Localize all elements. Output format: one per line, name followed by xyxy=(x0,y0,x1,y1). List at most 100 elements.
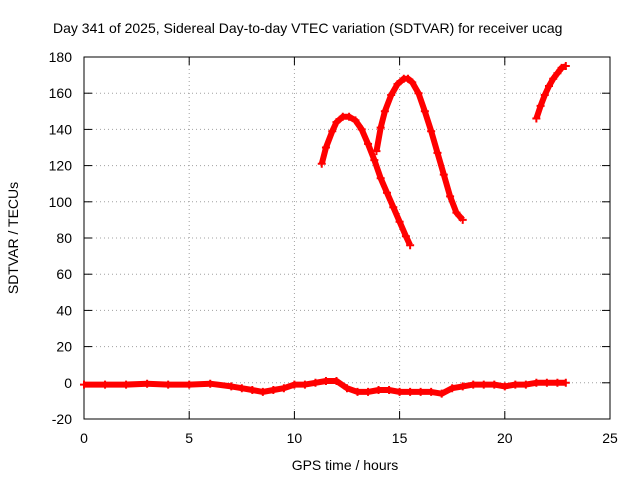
data-point xyxy=(300,380,309,389)
data-point xyxy=(227,382,236,391)
data-point xyxy=(458,382,467,391)
x-axis-label: GPS time / hours xyxy=(292,457,399,473)
data-point xyxy=(542,378,551,387)
data-point xyxy=(479,380,488,389)
data-point xyxy=(553,378,562,387)
data-point xyxy=(164,380,173,389)
data-point xyxy=(372,147,381,156)
data-point xyxy=(448,384,457,393)
series-2 xyxy=(317,112,415,250)
data-point xyxy=(433,148,442,157)
y-tick-label: 160 xyxy=(49,85,73,101)
data-point xyxy=(185,380,194,389)
data-point xyxy=(376,174,385,183)
data-point xyxy=(364,387,373,396)
x-tick-label: 5 xyxy=(185,430,193,446)
data-point xyxy=(406,241,415,250)
data-point xyxy=(469,380,478,389)
data-point xyxy=(143,379,152,388)
y-tick-label: 100 xyxy=(49,194,73,210)
y-tick-label: 140 xyxy=(49,121,73,137)
data-point xyxy=(553,69,562,78)
data-point xyxy=(420,107,429,116)
x-tick-label: 15 xyxy=(392,430,408,446)
x-tick-label: 25 xyxy=(602,430,618,446)
data-point xyxy=(427,387,436,396)
data-point xyxy=(500,382,509,391)
data-point xyxy=(380,107,389,116)
data-point xyxy=(122,380,131,389)
data-point xyxy=(540,91,549,100)
y-axis-label: SDTVAR / TECUs xyxy=(5,182,21,294)
data-point xyxy=(408,78,417,87)
series-3 xyxy=(372,74,467,224)
data-point xyxy=(101,380,110,389)
data-point xyxy=(345,112,354,121)
y-tick-label: 60 xyxy=(56,266,72,282)
data-point xyxy=(561,378,570,387)
series-4 xyxy=(532,62,570,123)
data-point xyxy=(532,378,541,387)
data-point xyxy=(248,386,257,395)
x-tick-label: 10 xyxy=(287,430,303,446)
data-point xyxy=(376,123,385,132)
data-point xyxy=(290,380,299,389)
data-point xyxy=(80,380,88,389)
data-point xyxy=(357,125,366,134)
data-point xyxy=(511,380,520,389)
y-tick-label: 40 xyxy=(56,302,72,318)
data-point xyxy=(521,380,530,389)
data-point xyxy=(401,232,410,241)
y-tick-label: -20 xyxy=(52,411,72,427)
series-line xyxy=(318,113,413,247)
data-point xyxy=(374,386,383,395)
data-point xyxy=(353,387,362,396)
data-point xyxy=(389,203,398,212)
data-point xyxy=(321,143,330,152)
data-point xyxy=(446,192,455,201)
data-point xyxy=(321,376,330,385)
data-point xyxy=(544,81,553,90)
data-point xyxy=(351,116,360,125)
data-point xyxy=(427,127,436,136)
data-point xyxy=(332,376,341,385)
data-point xyxy=(328,127,337,136)
data-point xyxy=(206,379,215,388)
data-point xyxy=(561,62,570,71)
y-tick-label: 80 xyxy=(56,230,72,246)
data-point xyxy=(382,188,391,197)
data-point xyxy=(279,384,288,393)
data-point xyxy=(532,114,541,123)
data-point xyxy=(452,208,461,217)
data-point xyxy=(343,384,351,393)
data-point xyxy=(490,380,499,389)
series-1 xyxy=(80,376,570,398)
data-point xyxy=(311,378,320,387)
data-point xyxy=(364,139,373,148)
data-point xyxy=(416,387,425,396)
data-point xyxy=(370,156,379,165)
data-point xyxy=(237,384,246,393)
data-point xyxy=(269,386,278,395)
data-point xyxy=(557,63,566,72)
series-group xyxy=(80,62,570,398)
data-point xyxy=(385,386,394,395)
data-point xyxy=(406,387,415,396)
data-point xyxy=(395,387,404,396)
series-line xyxy=(373,75,465,222)
data-point xyxy=(536,101,545,110)
axis-ticks: 0 5 10 15 20 25 -20 0 20 40 60 80 100 120 140 160 180 xyxy=(49,49,618,446)
data-point xyxy=(439,170,448,179)
y-tick-label: 120 xyxy=(49,158,73,174)
data-point xyxy=(393,80,402,89)
y-tick-label: 0 xyxy=(64,375,72,391)
data-point xyxy=(395,217,404,226)
x-tick-label: 0 xyxy=(80,430,88,446)
data-point xyxy=(414,89,423,98)
y-tick-label: 180 xyxy=(49,49,73,65)
data-point xyxy=(258,387,267,396)
chart-title: Day 341 of 2025, Sidereal Day-to-day VTE… xyxy=(53,20,562,36)
data-point xyxy=(549,74,558,83)
y-tick-label: 20 xyxy=(56,339,72,355)
